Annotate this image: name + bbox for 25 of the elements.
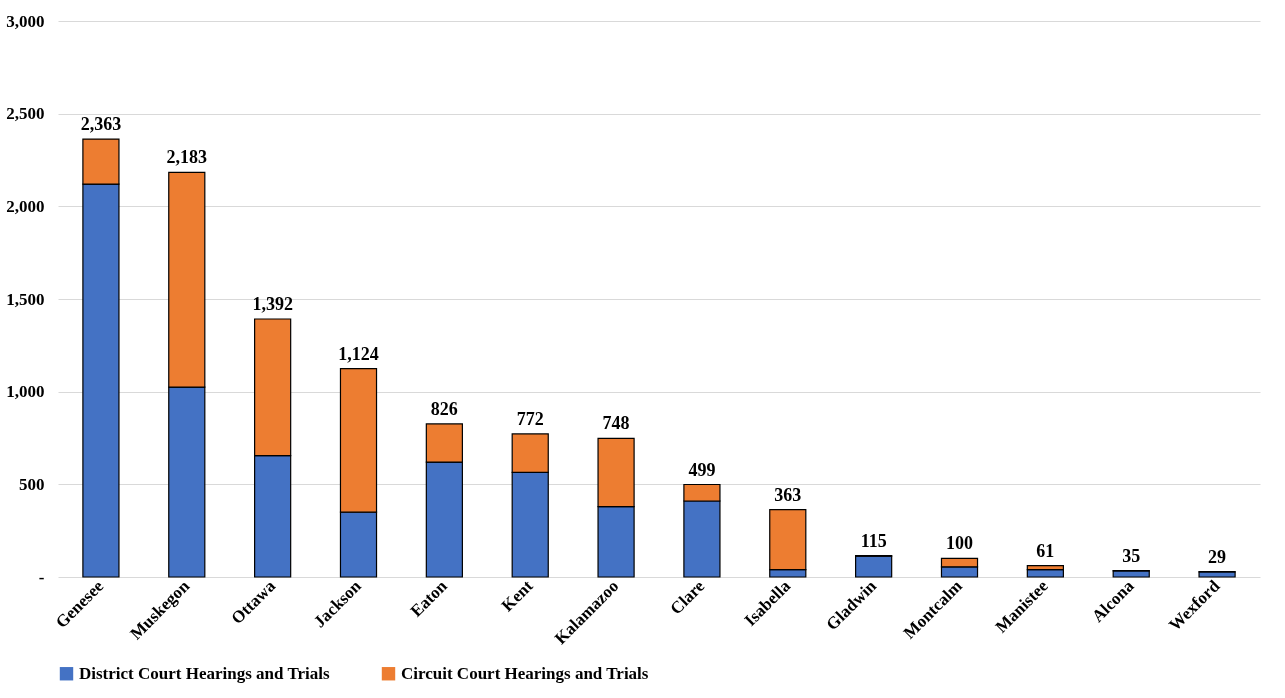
y-tick-label: 3,000 <box>6 11 45 31</box>
total-label: 772 <box>516 408 544 429</box>
y-tick-label: 1,000 <box>6 382 45 402</box>
y-tick-label: 1,500 <box>6 289 45 309</box>
total-label: 826 <box>430 398 458 419</box>
total-label: 499 <box>688 459 716 480</box>
bar <box>1026 568 1064 578</box>
legend-label: Circuit Court Hearings and Trials <box>401 663 649 683</box>
total-label: 115 <box>860 530 887 551</box>
total-label: 2,183 <box>166 147 208 168</box>
total-label: 29 <box>1208 546 1227 567</box>
total-label: 363 <box>774 484 802 505</box>
total-label: 1,124 <box>338 343 379 364</box>
y-tick-label: 2,500 <box>6 104 45 124</box>
total-label: 61 <box>1036 540 1055 561</box>
bar <box>855 555 893 578</box>
total-label: 1,392 <box>252 294 293 315</box>
total-label: 2,363 <box>80 114 122 135</box>
total-label: 35 <box>1122 545 1141 566</box>
y-tick-label: 2,000 <box>6 196 45 216</box>
total-label: 748 <box>602 413 630 434</box>
y-tick-label: 500 <box>19 474 45 494</box>
legend-label: District Court Hearings and Trials <box>79 663 330 683</box>
total-label: 100 <box>946 533 973 554</box>
y-tick-label: - <box>38 567 45 587</box>
